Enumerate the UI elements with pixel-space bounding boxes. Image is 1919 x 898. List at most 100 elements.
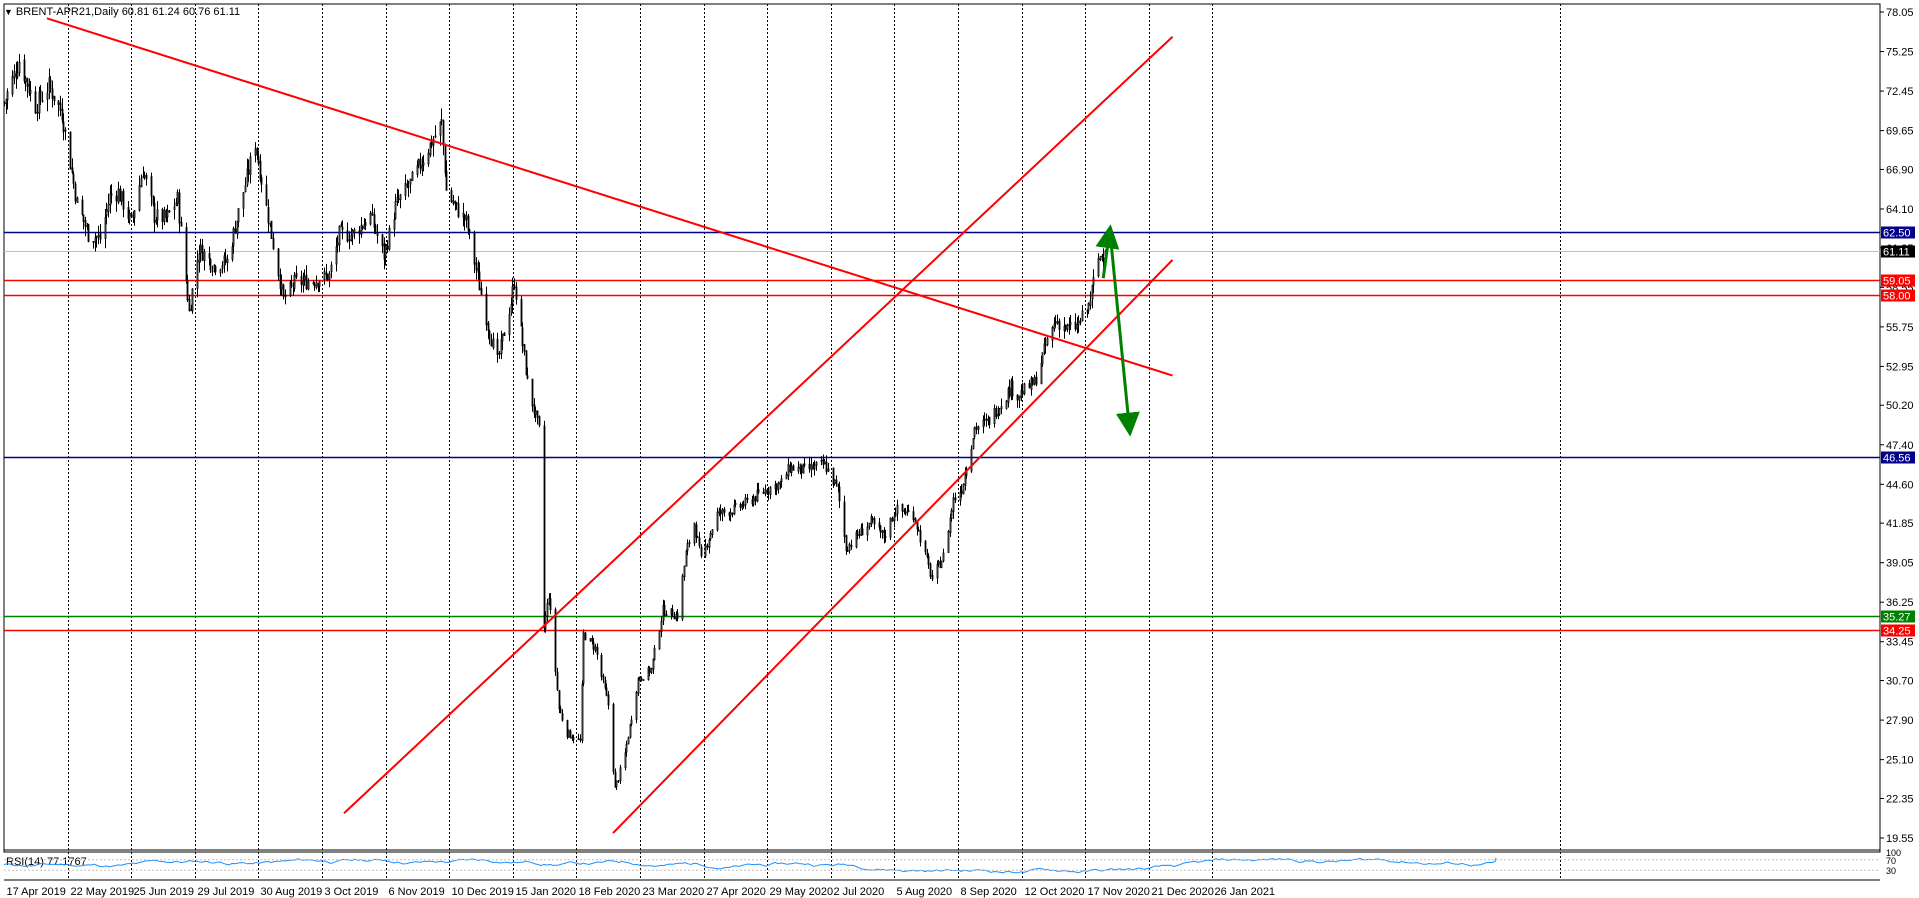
candle-body <box>635 692 638 720</box>
price-tick-label: 27.90 <box>1886 715 1914 727</box>
candle-body <box>92 241 95 243</box>
level-price-tag <box>1881 226 1915 239</box>
price-tick-label: 66.90 <box>1886 164 1914 176</box>
candle-body <box>214 266 217 273</box>
candle-body <box>638 677 641 680</box>
candle-body <box>985 418 988 421</box>
candle-body <box>893 516 896 522</box>
candle-body <box>889 517 892 538</box>
candle-body <box>1021 390 1024 396</box>
candle-body <box>949 517 952 533</box>
candle-body <box>937 560 940 565</box>
candle-body <box>117 188 120 203</box>
time-tick-label: 22 May 2019 <box>71 886 135 898</box>
dropdown-triangle-icon[interactable]: ▼ <box>4 7 13 17</box>
candle-body <box>191 288 194 312</box>
candle-body <box>1011 380 1014 397</box>
candle-body <box>51 88 54 99</box>
candle-body <box>376 232 379 237</box>
candle-body <box>800 464 803 473</box>
candle-body <box>1031 378 1034 386</box>
candle-body <box>947 530 950 553</box>
candle-body <box>592 641 595 650</box>
candle-body <box>232 228 235 247</box>
candle-body <box>554 609 557 672</box>
candle-body <box>1041 352 1044 365</box>
price-tick-label: 52.95 <box>1886 361 1914 373</box>
candle-body <box>41 100 44 103</box>
level-price-tag <box>1881 624 1915 637</box>
candle-body <box>373 214 376 228</box>
candle-body <box>706 545 709 548</box>
candle-body <box>850 545 853 547</box>
candle-body <box>341 226 344 230</box>
candle-body <box>790 465 793 473</box>
candle-body <box>388 227 391 250</box>
candle-body <box>1092 277 1095 286</box>
candle-body <box>924 540 927 553</box>
candle-body <box>1028 383 1031 389</box>
candle-body <box>827 468 830 472</box>
candle-body <box>856 531 859 536</box>
candle-body <box>247 169 250 175</box>
time-tick-label: 12 Oct 2020 <box>1025 886 1085 898</box>
candle-body <box>775 483 778 491</box>
candle-body <box>746 497 749 500</box>
candle-body <box>199 244 202 254</box>
candle-body <box>629 723 632 738</box>
candle-body <box>619 767 622 781</box>
candle-body <box>513 285 516 288</box>
price-tick-label: 78.05 <box>1886 7 1914 19</box>
candle-body <box>335 246 338 265</box>
candle-body <box>543 425 546 629</box>
candle-body <box>671 608 674 618</box>
candle-body <box>23 59 26 82</box>
candle-body <box>1079 321 1082 324</box>
candle-body <box>912 511 915 521</box>
plot-frame <box>3 3 1881 853</box>
candle-body <box>640 678 643 681</box>
candle-body <box>998 408 1001 415</box>
candle-body <box>825 461 828 473</box>
candle-body <box>498 352 501 355</box>
candle-body <box>752 497 755 505</box>
time-tick-label: 6 Nov 2019 <box>389 886 445 898</box>
candle-body <box>444 145 447 174</box>
candle-body <box>627 737 630 745</box>
candle-body <box>421 164 424 171</box>
candle-body <box>797 466 800 472</box>
candle-body <box>3 102 6 105</box>
current-price-tag <box>1881 245 1915 258</box>
candle-body <box>61 108 64 121</box>
candle-body <box>361 226 364 229</box>
rsi-scale-label: 30 <box>1886 866 1896 876</box>
candle-body <box>1033 376 1036 385</box>
candle-body <box>704 544 707 557</box>
price-tick-label: 25.10 <box>1886 755 1914 767</box>
candle-body <box>975 426 978 430</box>
candle-body <box>468 229 471 232</box>
candle-body <box>105 209 108 216</box>
candle-body <box>130 212 133 217</box>
candle-body <box>145 175 148 179</box>
candle-body <box>884 536 887 538</box>
level-price-text: 58.00 <box>1883 291 1911 303</box>
candle-body <box>236 220 239 235</box>
candle-body <box>927 555 930 565</box>
candle-body <box>723 509 726 513</box>
candle-body <box>515 286 518 300</box>
candle-body <box>120 191 123 202</box>
candle-body <box>549 598 552 610</box>
price-tick-label: 33.45 <box>1886 637 1914 649</box>
candle-body <box>29 89 32 94</box>
candle-body <box>501 333 504 342</box>
candle-body <box>1008 387 1011 397</box>
candle-body <box>894 513 897 517</box>
price-tick-label: 72.45 <box>1886 86 1914 98</box>
candle-body <box>792 465 795 471</box>
candle-body <box>180 222 183 227</box>
candle-body <box>364 222 367 227</box>
candle-body <box>312 282 315 285</box>
candle-body <box>219 269 222 273</box>
